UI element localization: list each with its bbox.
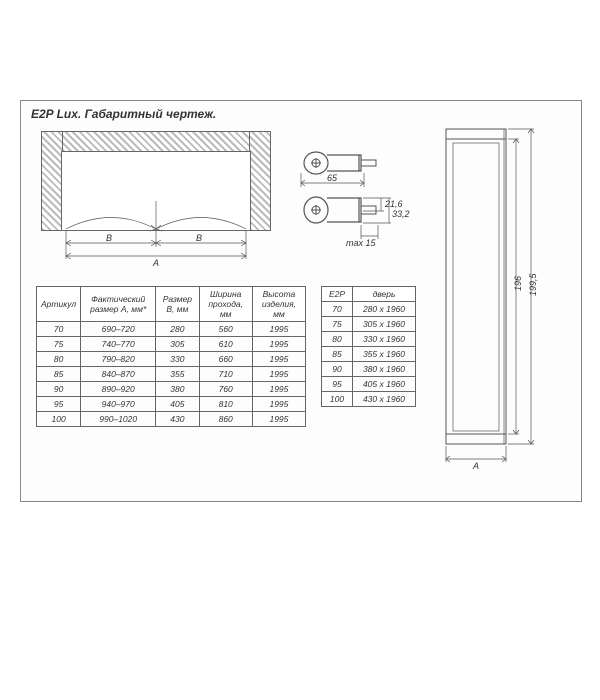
table-row: 85355 x 1960	[322, 347, 416, 362]
drawing-page: E2P Lux. Габаритный чертеж. B B	[20, 100, 582, 502]
dim-b-left: B	[106, 233, 112, 243]
side-elevation: 196 199,5 A	[431, 121, 561, 471]
table-row: 95940–9704058101995	[37, 397, 306, 412]
profile-note: max 15	[346, 238, 377, 248]
dim-b-right: B	[196, 233, 202, 243]
profile-h2: 33,2	[392, 209, 410, 219]
table-row: 80790–8203306601995	[37, 352, 306, 367]
table1-header: Артикул	[37, 287, 81, 322]
door-table-label: E2P	[322, 287, 353, 302]
profile-drawing: 65 21,6 33,2 max 15	[291, 141, 411, 271]
table1-header: Высота изделия, мм	[252, 287, 305, 322]
table-row: 85840–8703557101995	[37, 367, 306, 382]
page-title: E2P Lux. Габаритный чертеж.	[31, 107, 216, 121]
dim-a: A	[152, 258, 159, 268]
side-h-outer: 199,5	[528, 272, 538, 296]
table1-header: Размер B, мм	[156, 287, 199, 322]
dimensions-table: АртикулФактический размер A, мм*Размер B…	[36, 286, 306, 427]
table-row: 90890–9203807601995	[37, 382, 306, 397]
profile-width: 65	[327, 173, 338, 183]
table-row: 95405 x 1960	[322, 377, 416, 392]
table-row: 75305 x 1960	[322, 317, 416, 332]
table1-header: Ширина прохода, мм	[199, 287, 252, 322]
door-table-header: дверь	[353, 287, 416, 302]
opening-drawing: B B A	[41, 131, 271, 241]
table-row: 100990–10204308601995	[37, 412, 306, 427]
table-row: 90380 x 1960	[322, 362, 416, 377]
door-table: E2P дверь 70280 x 196075305 x 196080330 …	[321, 286, 416, 407]
table-row: 70690–7202805601995	[37, 322, 306, 337]
table-row: 70280 x 1960	[322, 302, 416, 317]
opening-dims: B B A	[41, 131, 271, 281]
side-dim-a: A	[472, 461, 479, 471]
table-row: 75740–7703056101995	[37, 337, 306, 352]
table1-header: Фактический размер A, мм*	[81, 287, 156, 322]
table-row: 100430 x 1960	[322, 392, 416, 407]
table-row: 80330 x 1960	[322, 332, 416, 347]
side-h-inner: 196	[513, 276, 523, 291]
profile-h1: 21,6	[384, 199, 403, 209]
